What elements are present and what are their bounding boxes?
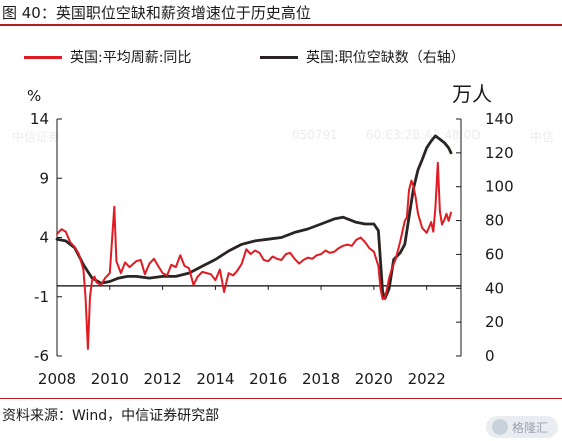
x-axis-tick-label: 2012 [144,370,182,388]
x-axis-tick-label: 2018 [302,370,340,388]
footer-rule [0,398,562,399]
left-axis-tick-label: -1 [34,288,49,306]
right-axis-unit: 万人 [452,82,492,106]
title-bar: 图 40：英国职位空缺和薪资增速位于历史高位 [0,0,562,26]
series-line-wage [56,161,452,350]
left-axis-unit: % [27,87,41,105]
x-axis-tick-label: 2022 [408,370,446,388]
source-note: 资料来源：Wind，中信证券研究部 [2,408,220,424]
left-axis-tick-label: 9 [39,169,49,187]
legend-swatch-wage [24,56,62,59]
series-layer [55,134,453,350]
x-axis-tick-label: 2014 [196,370,234,388]
badge-label: 格隆汇 [512,421,549,435]
legend-label-wage: 英国:平均周薪:同比 [70,50,192,66]
left-axis-tick-label: -6 [34,347,49,365]
legend-label-vacancy: 英国:职位空缺数（右轴） [306,50,465,66]
watermark-text: 050791 [292,128,338,142]
left-axis-tick-label: 4 [39,229,49,247]
watermark-text: 中信证券 [12,130,61,144]
right-axis-tick-label: 140 [485,110,514,128]
right-axis-tick-label: 100 [485,178,514,196]
right-axis-tick-label: 60 [485,245,504,263]
x-axis-tick-label: 2008 [38,370,76,388]
right-axis-tick-label: 0 [485,347,495,365]
axes-layer: 14 9 4 -1 -6% 140 120 100 80 60 40 20 0 万人 2008 2010 201… [27,82,514,388]
gelonghui-badge: 格隆汇 [486,416,558,438]
watermark-text: 中信 [530,130,555,144]
right-axis-tick-label: 120 [485,144,514,162]
series-line-vacancy [55,134,453,300]
x-axis-tick-label: 2010 [91,370,129,388]
figure-title: 图 40：英国职位空缺和薪资增速位于历史高位 [2,4,311,22]
x-axis-tick-label: 2016 [249,370,287,388]
x-axis-tick-label: 2020 [355,370,393,388]
right-axis-tick-label: 20 [485,313,504,331]
watermark-text: 60:E3:2B:A2:48:0D [366,128,481,142]
legend-swatch-vacancy [260,56,298,59]
left-axis-tick-label: 14 [30,110,49,128]
right-axis-tick-label: 80 [485,212,504,230]
gelonghui-icon [492,419,508,435]
right-axis-tick-label: 40 [485,279,504,297]
